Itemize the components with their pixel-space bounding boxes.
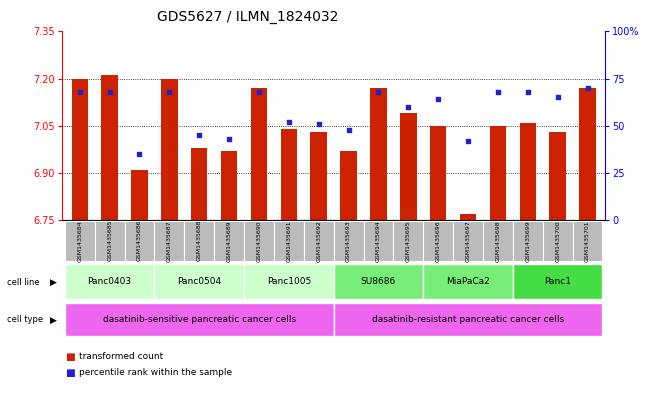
Text: GSM1435697: GSM1435697: [465, 220, 471, 262]
Text: SU8686: SU8686: [361, 277, 396, 286]
Text: GSM1435685: GSM1435685: [107, 220, 112, 261]
Bar: [333, 303, 602, 336]
Point: [75, 89, 85, 95]
Text: GSM1435698: GSM1435698: [495, 220, 501, 261]
Bar: [244, 264, 333, 299]
Point: [194, 132, 204, 138]
Text: dasatinib-resistant pancreatic cancer cells: dasatinib-resistant pancreatic cancer ce…: [372, 315, 564, 324]
Bar: [94, 221, 124, 261]
Text: GSM1435699: GSM1435699: [525, 220, 531, 262]
Text: GSM1435686: GSM1435686: [137, 220, 142, 261]
Bar: [370, 88, 387, 220]
Text: ■: ■: [65, 352, 75, 362]
Text: ▶: ▶: [50, 278, 57, 286]
Bar: [72, 79, 88, 220]
Text: GSM1435695: GSM1435695: [406, 220, 411, 261]
Text: cell line: cell line: [7, 278, 39, 286]
Bar: [513, 264, 602, 299]
Bar: [423, 221, 453, 261]
Bar: [132, 170, 148, 220]
Bar: [519, 123, 536, 220]
Text: GSM1435696: GSM1435696: [436, 220, 441, 261]
Point: [433, 96, 443, 103]
Bar: [191, 148, 208, 220]
Bar: [102, 75, 118, 220]
Bar: [154, 264, 244, 299]
Point: [284, 119, 294, 125]
Bar: [340, 151, 357, 220]
Bar: [423, 264, 513, 299]
Point: [104, 89, 115, 95]
Bar: [543, 221, 573, 261]
Text: GSM1435694: GSM1435694: [376, 220, 381, 262]
Bar: [244, 221, 274, 261]
Point: [493, 89, 503, 95]
Point: [343, 127, 353, 133]
Bar: [453, 221, 483, 261]
Text: MiaPaCa2: MiaPaCa2: [446, 277, 490, 286]
Text: GSM1435693: GSM1435693: [346, 220, 351, 262]
Bar: [393, 221, 423, 261]
Point: [582, 85, 592, 91]
Bar: [65, 221, 94, 261]
Point: [254, 89, 264, 95]
Bar: [579, 88, 596, 220]
Text: Panc0504: Panc0504: [177, 277, 221, 286]
Bar: [154, 221, 184, 261]
Point: [224, 136, 234, 142]
Text: percentile rank within the sample: percentile rank within the sample: [79, 368, 232, 377]
Text: Panc1: Panc1: [544, 277, 571, 286]
Text: GSM1435688: GSM1435688: [197, 220, 202, 261]
Bar: [430, 126, 447, 220]
Bar: [214, 221, 244, 261]
Point: [134, 151, 145, 157]
Bar: [221, 151, 238, 220]
Text: GSM1435700: GSM1435700: [555, 220, 560, 261]
Bar: [460, 214, 477, 220]
Bar: [483, 221, 513, 261]
Text: GSM1435689: GSM1435689: [227, 220, 232, 261]
Text: GSM1435701: GSM1435701: [585, 220, 590, 261]
Text: GSM1435692: GSM1435692: [316, 220, 321, 262]
Text: ▶: ▶: [50, 316, 57, 324]
Bar: [184, 221, 214, 261]
Bar: [274, 221, 304, 261]
Bar: [65, 303, 333, 336]
Bar: [304, 221, 333, 261]
Point: [403, 104, 413, 110]
Bar: [513, 221, 543, 261]
Text: GDS5627 / ILMN_1824032: GDS5627 / ILMN_1824032: [157, 10, 338, 24]
Text: GSM1435687: GSM1435687: [167, 220, 172, 261]
Text: transformed count: transformed count: [79, 353, 163, 361]
Point: [553, 94, 563, 101]
Bar: [333, 264, 423, 299]
Point: [463, 138, 473, 144]
Bar: [311, 132, 327, 220]
Text: GSM1435691: GSM1435691: [286, 220, 292, 261]
Bar: [549, 132, 566, 220]
Bar: [251, 88, 267, 220]
Text: GSM1435690: GSM1435690: [256, 220, 262, 261]
Text: Panc0403: Panc0403: [88, 277, 132, 286]
Text: dasatinib-sensitive pancreatic cancer cells: dasatinib-sensitive pancreatic cancer ce…: [103, 315, 296, 324]
Point: [373, 89, 383, 95]
Bar: [65, 264, 154, 299]
Text: cell type: cell type: [7, 316, 42, 324]
Point: [314, 121, 324, 127]
Bar: [400, 113, 417, 220]
Bar: [161, 79, 178, 220]
Text: ■: ■: [65, 367, 75, 378]
Text: GSM1435684: GSM1435684: [77, 220, 82, 261]
Bar: [281, 129, 297, 220]
Text: Panc1005: Panc1005: [267, 277, 311, 286]
Bar: [363, 221, 393, 261]
Point: [164, 89, 174, 95]
Point: [523, 89, 533, 95]
Bar: [490, 126, 506, 220]
Bar: [333, 221, 363, 261]
Bar: [573, 221, 602, 261]
Bar: [124, 221, 154, 261]
